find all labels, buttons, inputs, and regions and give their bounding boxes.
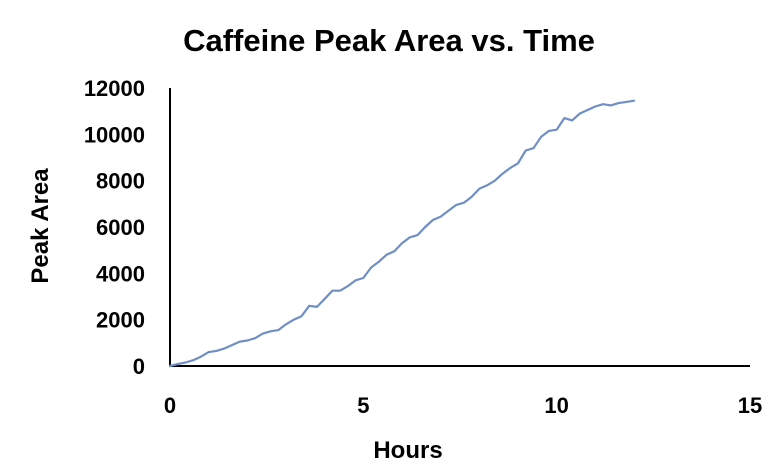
y-tick-label: 2000 [96,308,145,333]
chart-title: Caffeine Peak Area vs. Time [183,23,595,58]
y-tick-label: 6000 [96,215,145,240]
x-axis-label: Hours [373,437,442,464]
y-axis-label: Peak Area [27,168,54,284]
x-tick-label: 5 [357,393,369,418]
y-tick-label: 4000 [96,261,145,286]
x-tick-label: 0 [164,393,176,418]
x-tick-label: 15 [738,393,762,418]
series-line [168,99,636,368]
y-tick-label: 10000 [84,122,145,147]
y-tick-label: 12000 [84,76,145,101]
y-tick-label: 8000 [96,169,145,194]
x-tick-label: 10 [544,393,568,418]
x-axis-ticks: 0 5 10 15 [164,393,762,418]
y-axis-ticks: 0 2000 4000 6000 8000 10000 12000 [84,76,145,379]
y-tick-label: 0 [133,354,145,379]
